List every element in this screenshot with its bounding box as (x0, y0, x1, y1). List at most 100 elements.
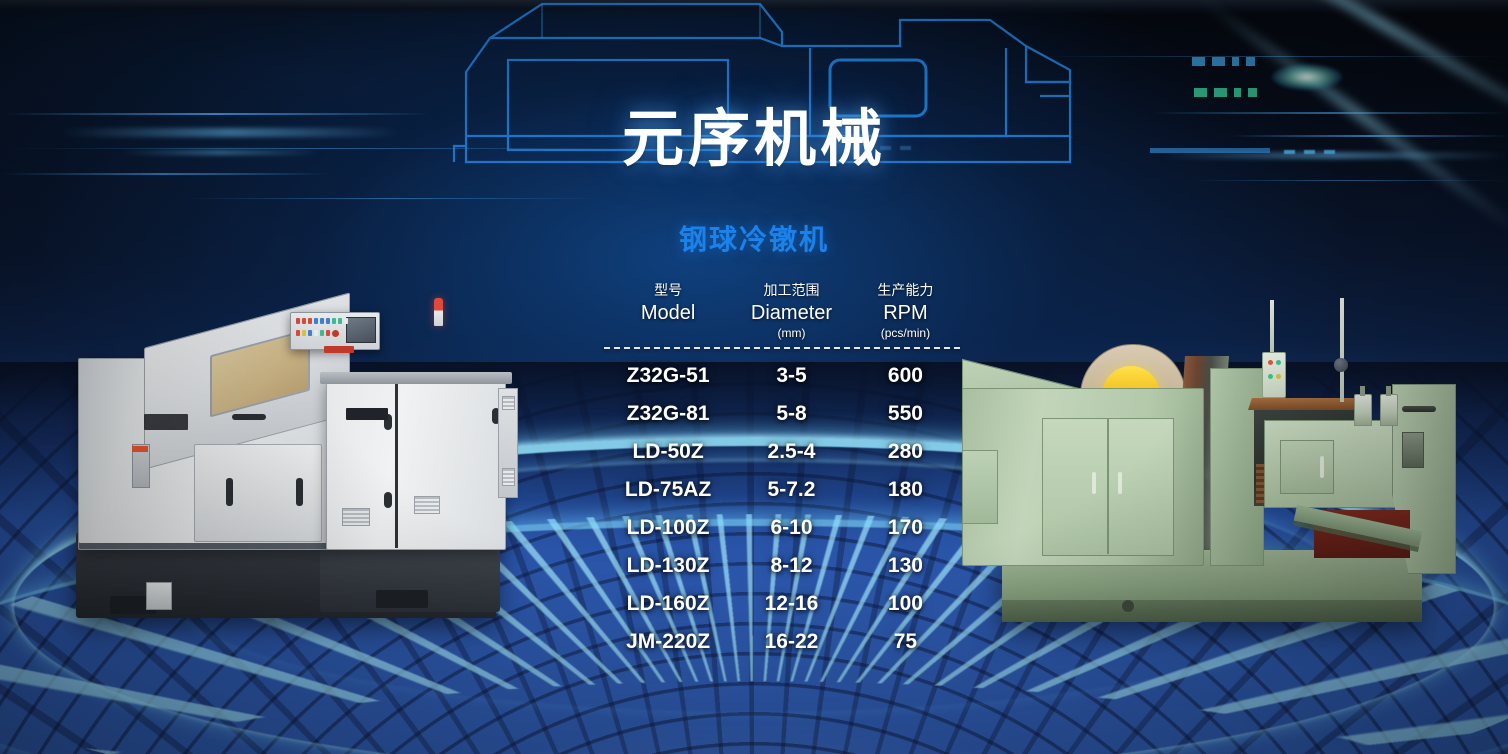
cell-value-model: Z32G-51 (626, 364, 710, 387)
machine-right-door-divider (1107, 418, 1109, 554)
machine-left-white-cold-header (58, 292, 528, 638)
header-model-cn: 型号 (654, 283, 683, 299)
header-model-unit-spacer (604, 326, 732, 341)
table-cell-diameter: 12-16 (732, 592, 851, 616)
machine-right-head-panel (1280, 440, 1334, 494)
table-cell-model: Z32G-51 (604, 364, 732, 388)
table-divider (604, 347, 960, 349)
machine-left-door-handle (296, 478, 303, 506)
table-cell-diameter: 6-10 (732, 516, 851, 540)
machine-left-chip-chute (146, 582, 172, 610)
cell-value-model: LD-75AZ (624, 478, 712, 501)
table-cell-rpm: 130 (851, 554, 960, 578)
machine-right-led-green (1268, 374, 1273, 379)
machine-right-end-frame (1392, 384, 1456, 574)
header-rpm-cn: 生产能力 (877, 283, 934, 299)
cell-value-diameter: 5-7.2 (767, 478, 816, 501)
machine-right-base-port (1122, 600, 1134, 612)
machine-right-antenna-post (1340, 298, 1344, 402)
machine-left-button-row-bottom (296, 330, 339, 337)
table-cell-diameter: 16-22 (732, 630, 851, 654)
cell-value-diameter: 8-12 (770, 554, 813, 577)
table-cell-model: LD-130Z (604, 554, 732, 578)
machine-left-signal-tower-light (434, 298, 443, 326)
machine-left-lubricator-cap (132, 446, 148, 452)
machine-right-led-green (1276, 360, 1281, 365)
machine-right-top-tray (1248, 398, 1370, 410)
header-diameter-unit: (mm) (777, 326, 806, 340)
table-cell-model: LD-50Z (604, 440, 732, 464)
machine-left-nameplate (144, 414, 188, 430)
cell-value-model: JM-220Z (626, 630, 711, 653)
machine-left-vent (342, 508, 370, 526)
table-body: Z32G-51 3-5 600 Z32G-81 5-8 550 LD-50Z 2.5-4 280… (604, 357, 960, 661)
table-cell-rpm: 100 (851, 592, 960, 616)
cell-value-model: LD-160Z (626, 592, 710, 615)
table-row: LD-75AZ 5-7.2 180 (604, 471, 960, 509)
table-cell-rpm: 280 (851, 440, 960, 464)
table-cell-model: LD-100Z (604, 516, 732, 540)
machine-left-cabinet-handle (384, 414, 392, 430)
table-row: LD-130Z 8-12 130 (604, 547, 960, 585)
product-subtitle: 钢球冷镦机 (678, 223, 829, 256)
table-cell-diameter: 2.5-4 (732, 440, 851, 464)
cell-value-model: LD-100Z (626, 516, 710, 539)
machine-right-led-yellow (1276, 374, 1281, 379)
table-row: LD-100Z 6-10 170 (604, 509, 960, 547)
table-row: Z32G-81 5-8 550 (604, 395, 960, 433)
table-row: Z32G-51 3-5 600 (604, 357, 960, 395)
machine-left-red-marker (324, 346, 354, 353)
cell-value-diameter: 16-22 (764, 630, 819, 653)
machine-right-led-red (1268, 360, 1273, 365)
table-header-rpm: 生产能力 RPM (pcs/min) (851, 282, 960, 341)
table-cell-rpm: 75 (851, 630, 960, 654)
machine-left-side-vent (502, 468, 515, 486)
table-row: LD-50Z 2.5-4 280 (604, 433, 960, 471)
table-cell-diameter: 5-8 (732, 402, 851, 426)
cell-value-rpm: 130 (887, 554, 923, 577)
cell-value-rpm: 75 (893, 630, 918, 653)
header-diameter-cn: 加工范围 (763, 283, 820, 299)
table-cell-diameter: 5-7.2 (732, 478, 851, 502)
cell-value-diameter: 6-10 (770, 516, 813, 539)
machine-right-adjuster-block (1402, 432, 1424, 468)
machine-right-frame-handle (1402, 406, 1436, 412)
cell-value-model: Z32G-81 (626, 402, 710, 425)
cell-value-rpm: 100 (887, 592, 923, 615)
specification-table: 型号 Model 加工范围 Diameter (mm) 生产能力 RPM (pc… (604, 282, 960, 661)
machine-left-cabinet-handle (492, 408, 500, 424)
cell-value-model: LD-50Z (632, 440, 704, 463)
table-cell-rpm: 550 (851, 402, 960, 426)
header-rpm-en: RPM (883, 302, 928, 324)
wireframe-machine-outline (452, 2, 1072, 164)
machine-left-side-vent (502, 396, 515, 410)
table-header-row: 型号 Model 加工范围 Diameter (mm) 生产能力 RPM (pc… (604, 282, 960, 341)
machine-right-tooling-post (1354, 386, 1372, 426)
machine-left-hmi-screen (346, 317, 376, 343)
table-cell-diameter: 3-5 (732, 364, 851, 388)
background-top-bar (0, 0, 1508, 14)
machine-left-button-row-top (296, 318, 348, 324)
machine-right-head-handle (1320, 456, 1324, 478)
cell-value-rpm: 550 (887, 402, 923, 425)
machine-right-door-handle (1092, 472, 1096, 494)
cell-value-rpm: 180 (887, 478, 923, 501)
header-model-en: Model (640, 302, 696, 324)
machine-right-control-post (1270, 300, 1274, 356)
machine-right-door-handle (1118, 472, 1122, 494)
machine-right-base-shadow (1002, 600, 1422, 622)
table-cell-rpm: 170 (851, 516, 960, 540)
machine-left-lubricator (132, 444, 150, 488)
machine-left-cabinet-top (320, 372, 512, 384)
table-header-diameter: 加工范围 Diameter (mm) (732, 282, 851, 341)
table-cell-model: LD-75AZ (604, 478, 732, 502)
machine-left-door-handle (226, 478, 233, 506)
cell-value-diameter: 12-16 (764, 592, 819, 615)
machine-left-cabinet-plate (346, 408, 388, 420)
cell-value-diameter: 5-8 (776, 402, 807, 425)
machine-left-cover-handle (232, 414, 266, 420)
cell-value-model: LD-130Z (626, 554, 710, 577)
table-cell-rpm: 600 (851, 364, 960, 388)
machine-right-tooling-post (1380, 386, 1398, 426)
